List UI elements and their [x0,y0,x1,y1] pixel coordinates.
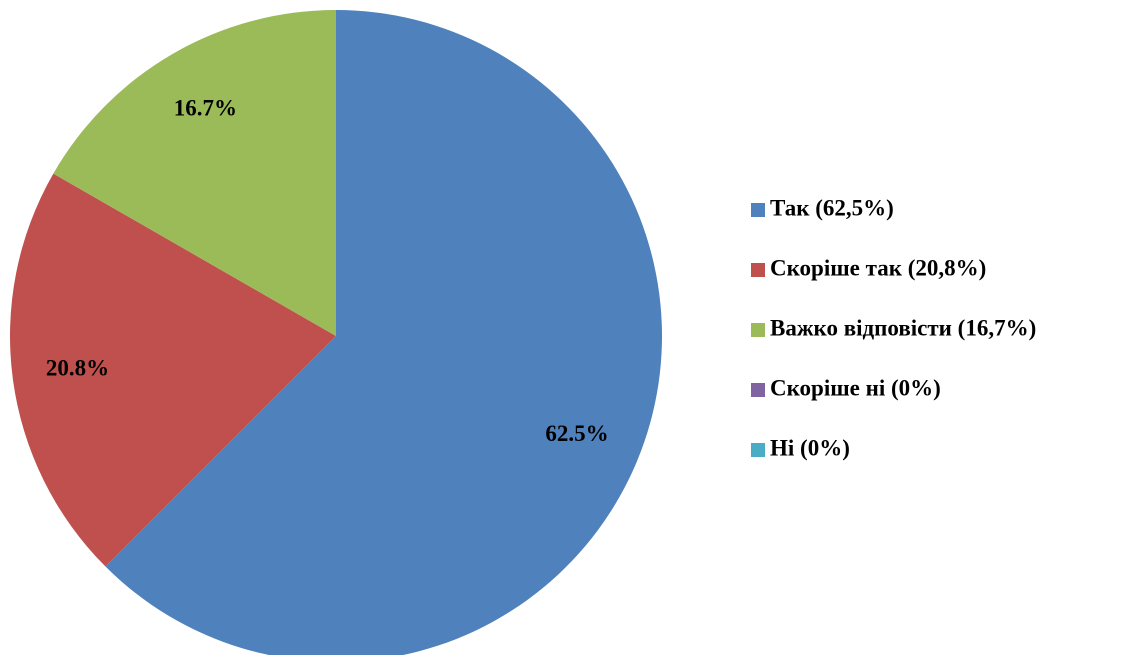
pie-slice [53,10,336,336]
legend-swatch [751,383,765,397]
legend-label: Скоріше так (20,8%) [770,255,986,280]
legend-label: Скоріше ні (0%) [770,375,941,400]
legend-label: Важко відповісти (16,7%) [770,315,1036,340]
pie-slice [105,10,662,655]
pie-slice [9,173,336,567]
data-label: 20.8% [46,356,109,381]
data-label: 62.5% [545,421,608,446]
legend-label: Ні (0%) [770,435,850,460]
legend-label: Так (62,5%) [770,195,894,220]
legend-swatch [751,203,765,217]
data-label: 16.7% [174,96,237,121]
legend-swatch [751,443,765,457]
legend-swatch [751,263,765,277]
legend-swatch [751,323,765,337]
